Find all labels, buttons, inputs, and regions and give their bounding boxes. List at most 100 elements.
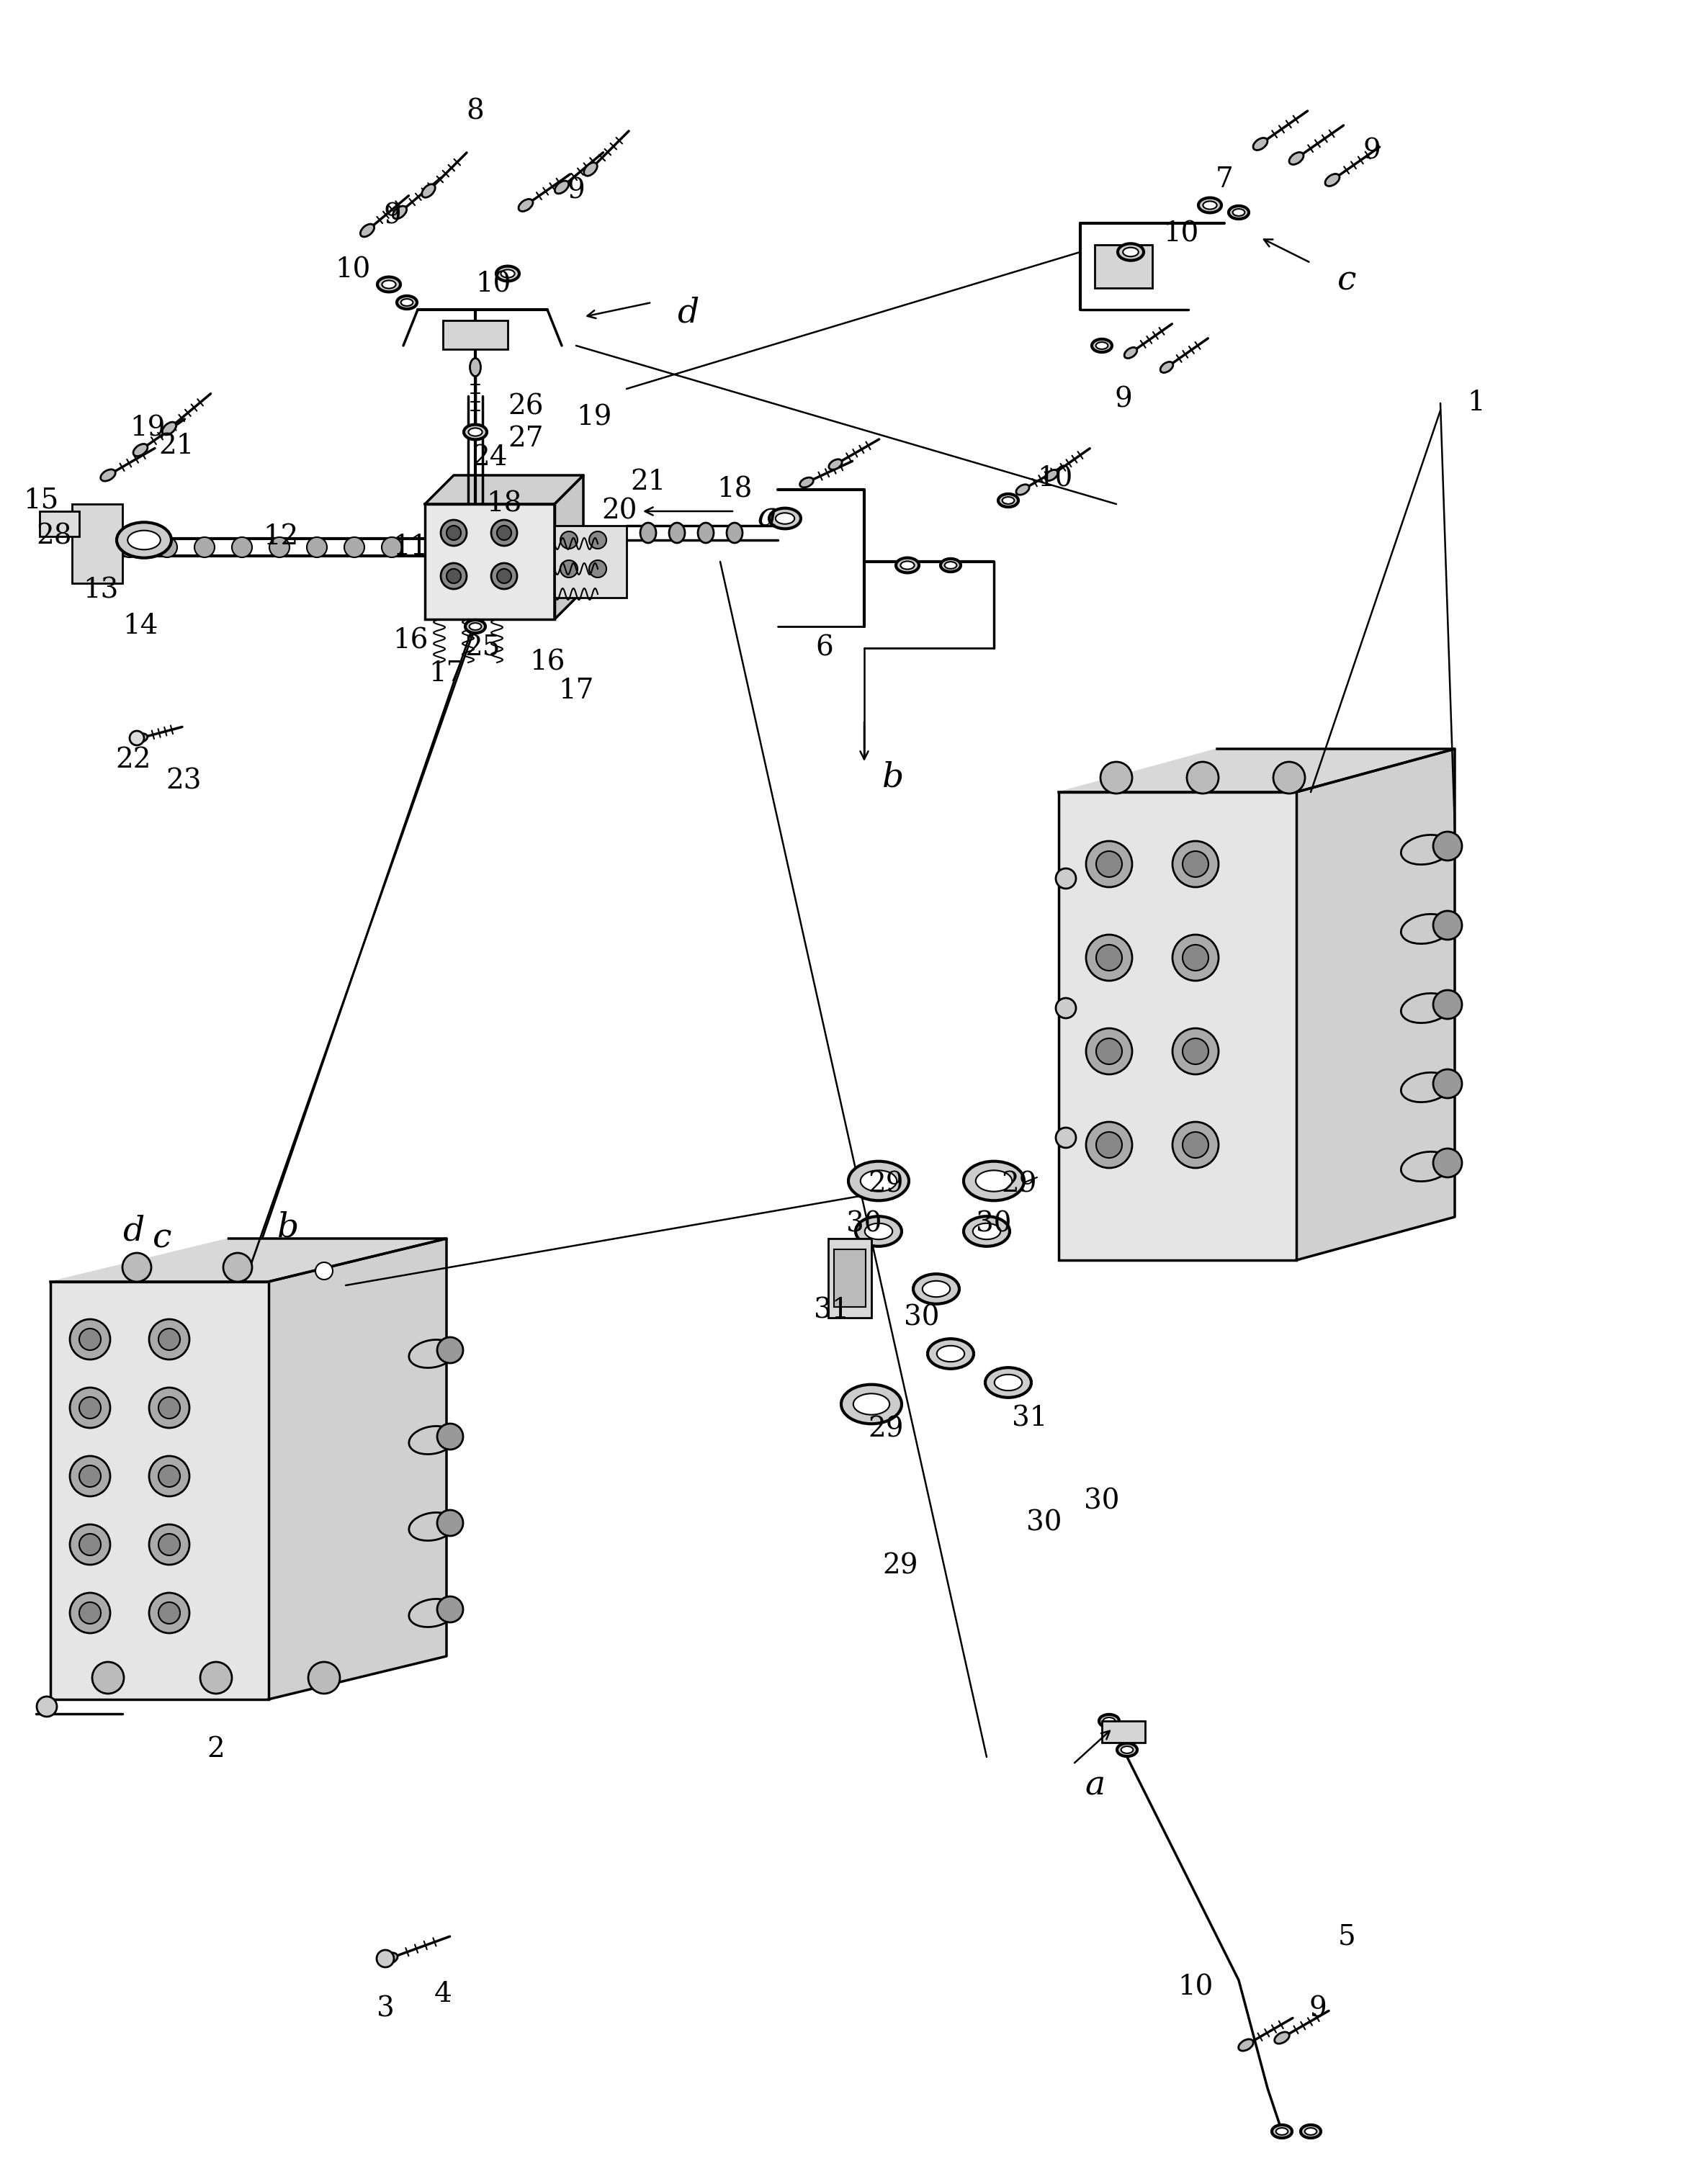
Circle shape [1055, 869, 1075, 889]
Circle shape [149, 1457, 189, 1496]
Text: b: b [277, 1212, 299, 1245]
Ellipse shape [1277, 2127, 1289, 2136]
Circle shape [588, 561, 607, 577]
Bar [1059, 793, 1297, 1260]
Ellipse shape [377, 277, 401, 293]
Circle shape [1096, 1037, 1123, 1064]
Circle shape [130, 732, 144, 745]
Text: 8: 8 [467, 98, 484, 124]
Circle shape [438, 1509, 463, 1535]
Ellipse shape [401, 299, 413, 306]
Text: 7: 7 [1216, 166, 1233, 194]
Text: 18: 18 [717, 476, 752, 502]
Text: 9: 9 [384, 203, 401, 229]
Ellipse shape [1123, 247, 1138, 256]
Ellipse shape [382, 280, 396, 288]
Ellipse shape [120, 537, 140, 557]
Ellipse shape [1305, 2127, 1317, 2136]
Circle shape [377, 1950, 394, 1968]
Circle shape [1086, 1029, 1133, 1075]
Ellipse shape [861, 1171, 896, 1192]
Circle shape [446, 568, 462, 583]
Text: 19: 19 [577, 404, 612, 430]
Ellipse shape [1229, 205, 1250, 218]
Text: 10: 10 [335, 258, 370, 284]
Ellipse shape [1326, 175, 1339, 186]
Ellipse shape [901, 561, 915, 570]
Text: 5: 5 [1338, 1924, 1356, 1950]
Text: 24: 24 [472, 443, 507, 470]
Text: a: a [1084, 1769, 1104, 1802]
Polygon shape [269, 1238, 446, 1699]
Circle shape [79, 1328, 101, 1350]
Text: 29: 29 [867, 1415, 903, 1444]
Circle shape [1172, 1029, 1219, 1075]
Circle shape [79, 1465, 101, 1487]
Ellipse shape [1202, 201, 1218, 210]
Circle shape [69, 1457, 110, 1496]
Ellipse shape [127, 531, 161, 550]
Text: 15: 15 [24, 487, 59, 513]
Ellipse shape [829, 459, 842, 470]
Text: b: b [883, 762, 905, 795]
Ellipse shape [1272, 2125, 1292, 2138]
Circle shape [223, 1254, 252, 1282]
Text: 30: 30 [1084, 1487, 1119, 1516]
Circle shape [69, 1592, 110, 1634]
Ellipse shape [864, 1223, 893, 1238]
Ellipse shape [972, 1223, 1001, 1238]
Circle shape [560, 561, 578, 577]
Ellipse shape [1402, 994, 1451, 1022]
Circle shape [200, 1662, 232, 1693]
Text: 29: 29 [1001, 1171, 1037, 1197]
Circle shape [1187, 762, 1219, 793]
Polygon shape [1059, 749, 1454, 793]
Ellipse shape [583, 162, 597, 177]
Circle shape [1273, 762, 1305, 793]
Text: 9: 9 [566, 177, 585, 203]
Ellipse shape [1125, 347, 1136, 358]
Ellipse shape [1092, 339, 1113, 352]
Circle shape [1096, 1131, 1123, 1158]
Text: 20: 20 [602, 498, 638, 524]
Ellipse shape [1103, 1717, 1114, 1725]
Ellipse shape [1402, 1151, 1451, 1182]
Text: 30: 30 [847, 1210, 883, 1238]
Circle shape [1172, 841, 1219, 887]
Text: 9: 9 [1309, 1996, 1327, 2022]
Circle shape [1172, 1123, 1219, 1168]
Polygon shape [1297, 749, 1454, 1260]
Ellipse shape [306, 537, 326, 557]
Text: 2: 2 [206, 1736, 225, 1762]
Circle shape [1434, 989, 1463, 1020]
Text: 10: 10 [1177, 1974, 1212, 2001]
Ellipse shape [409, 1599, 455, 1627]
Circle shape [438, 1597, 463, 1623]
Circle shape [1434, 1149, 1463, 1177]
Bar [51, 1282, 269, 1699]
Bar [1094, 245, 1152, 288]
Ellipse shape [1003, 498, 1015, 505]
Text: 28: 28 [36, 524, 71, 550]
Text: 29: 29 [883, 1553, 918, 1579]
Ellipse shape [117, 522, 171, 557]
Text: 18: 18 [487, 491, 523, 518]
Ellipse shape [157, 537, 178, 557]
Text: 23: 23 [166, 769, 201, 795]
Ellipse shape [998, 494, 1018, 507]
Ellipse shape [1118, 1743, 1136, 1756]
Text: 31: 31 [813, 1297, 849, 1324]
Ellipse shape [100, 470, 115, 480]
Bar [829, 1238, 871, 1317]
Ellipse shape [769, 509, 802, 529]
Circle shape [1096, 852, 1123, 878]
Circle shape [159, 1398, 179, 1420]
Circle shape [69, 1319, 110, 1358]
Text: c: c [152, 1223, 171, 1256]
Ellipse shape [194, 537, 215, 557]
Text: 9: 9 [1114, 387, 1133, 413]
Ellipse shape [641, 522, 656, 544]
Bar [1103, 1721, 1145, 1743]
Circle shape [497, 526, 511, 539]
Ellipse shape [1118, 245, 1143, 260]
